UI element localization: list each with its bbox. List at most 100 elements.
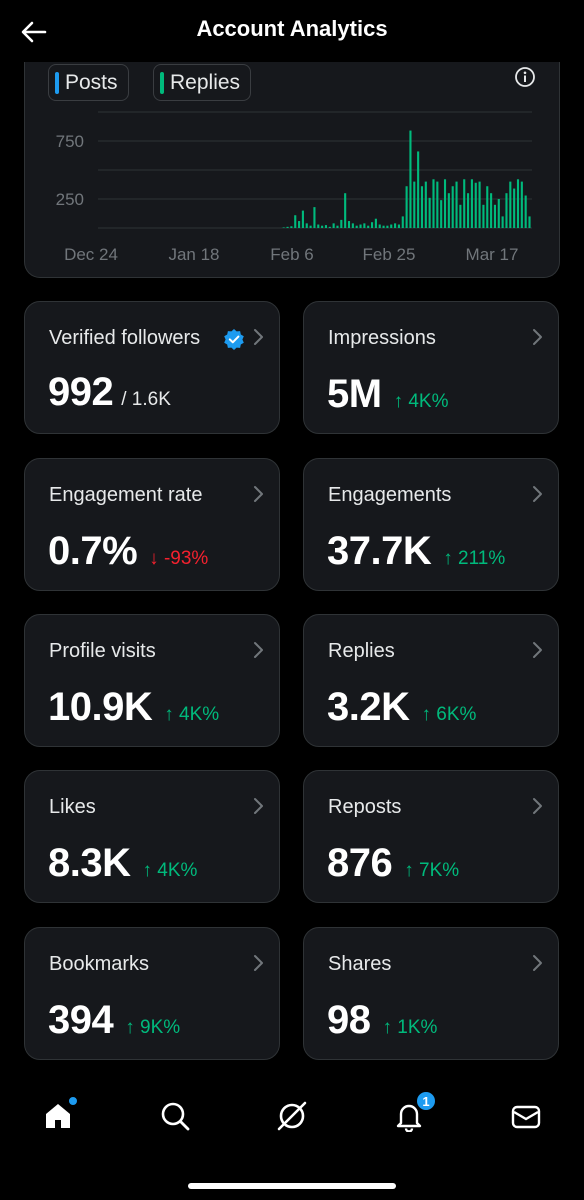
chart-bar — [524, 195, 527, 228]
chart-bar — [370, 222, 374, 228]
chart-bar — [493, 204, 496, 228]
notification-badge: 1 — [415, 1090, 437, 1112]
legend-replies-label: Replies — [170, 70, 241, 94]
chart-bar — [382, 225, 385, 228]
chart-bar — [417, 151, 420, 228]
chart-bar — [298, 221, 301, 228]
chart-bar — [378, 224, 381, 228]
metric-change: ↑ 4K% — [164, 704, 220, 725]
chart-bar — [344, 193, 347, 228]
chart-bar — [509, 181, 512, 228]
chart-bar — [474, 182, 477, 228]
metric-card-reposts[interactable]: Reposts 876 ↑ 7K% — [303, 770, 559, 903]
x-tick-label: Feb 6 — [270, 245, 313, 264]
chart-card — [24, 42, 560, 278]
bottom-nav: 1 — [0, 1080, 584, 1160]
chart-bar — [516, 179, 520, 228]
page-title: Account Analytics — [196, 16, 388, 41]
chart-bar — [367, 225, 370, 228]
legend-posts-chip[interactable]: Posts — [48, 64, 129, 101]
metric-change: ↑ 211% — [443, 548, 506, 569]
chevron-right-icon — [533, 642, 542, 658]
chart-bar — [459, 204, 462, 228]
metric-card-replies[interactable]: Replies 3.2K ↑ 6K% — [303, 614, 559, 747]
search-icon — [161, 1102, 190, 1131]
nav-search-button[interactable] — [153, 1094, 197, 1138]
chart-bar — [355, 225, 358, 228]
x-tick-label: Feb 25 — [363, 245, 416, 264]
chart-bar — [409, 130, 412, 228]
chart-bar — [340, 219, 343, 228]
bell-icon — [396, 1104, 422, 1132]
metric-card-engagement-rate[interactable]: Engagement rate 0.7% ↓ -93% — [24, 458, 280, 591]
metric-label: Replies — [328, 640, 395, 662]
chevron-right-icon — [254, 486, 263, 502]
home-icon — [46, 1104, 70, 1128]
metric-card-impressions[interactable]: Impressions 5M ↑ 4K% — [303, 301, 559, 434]
metric-card-bookmarks[interactable]: Bookmarks 394 ↑ 9K% — [24, 927, 280, 1060]
chart-bar — [497, 199, 500, 228]
metric-card-verified-followers[interactable]: Verified followers 992 / 1.6K — [24, 301, 280, 434]
chart-bar — [443, 179, 447, 228]
chart-bar — [451, 186, 454, 228]
x-tick-label: Dec 24 — [64, 245, 118, 264]
metric-card-shares[interactable]: Shares 98 ↑ 1K% — [303, 927, 559, 1060]
metric-card-likes[interactable]: Likes 8.3K ↑ 4K% — [24, 770, 280, 903]
nav-notifications-button[interactable]: 1 — [387, 1090, 437, 1138]
chart-bar — [328, 226, 331, 228]
metric-label: Verified followers — [49, 327, 201, 349]
home-indicator — [188, 1183, 396, 1189]
chart-bar — [482, 204, 485, 228]
metric-value-row: 876 ↑ 7K% — [327, 841, 459, 886]
metric-change: ↑ 4K% — [393, 391, 449, 412]
metric-label: Bookmarks — [49, 953, 150, 975]
chevron-right-icon — [254, 642, 263, 658]
chevron-right-icon — [533, 798, 542, 814]
chart-bar — [420, 186, 424, 228]
metric-value: 5M — [327, 372, 382, 416]
chart-bar — [394, 223, 397, 228]
metric-value: 394 — [48, 998, 114, 1042]
chevron-right-icon — [533, 486, 542, 502]
replies-color-swatch — [160, 71, 164, 94]
chart-bar — [317, 224, 320, 228]
chart-bar — [324, 225, 328, 228]
nav-home-button[interactable] — [36, 1094, 80, 1138]
metric-value-row: 992 / 1.6K — [48, 370, 171, 415]
metric-value-row: 394 ↑ 9K% — [48, 998, 180, 1043]
nav-messages-button[interactable] — [504, 1094, 548, 1138]
back-button[interactable] — [14, 14, 54, 50]
metric-label: Likes — [49, 796, 96, 818]
chart-bar — [336, 225, 339, 228]
metric-value-row: 8.3K ↑ 4K% — [48, 841, 197, 886]
chart-bar — [513, 188, 516, 228]
metric-label: Engagements — [328, 484, 452, 506]
metric-card-profile-visits[interactable]: Profile visits 10.9K ↑ 4K% — [24, 614, 280, 747]
metric-value-row: 37.7K ↑ 211% — [327, 529, 505, 574]
metric-value-row: 0.7% ↓ -93% — [48, 529, 208, 574]
metric-label: Engagement rate — [49, 484, 203, 506]
metric-card-engagements[interactable]: Engagements 37.7K ↑ 211% — [303, 458, 559, 591]
chart-bar — [528, 216, 531, 228]
back-arrow-icon — [21, 21, 47, 43]
mail-icon — [511, 1105, 541, 1129]
header-background — [0, 0, 584, 62]
info-icon[interactable] — [514, 66, 536, 88]
chart-bar — [405, 186, 408, 228]
header: Account Analytics — [0, 0, 584, 62]
metric-value-row: 98 ↑ 1K% — [327, 998, 437, 1043]
metric-value-row: 3.2K ↑ 6K% — [327, 685, 476, 730]
metric-value: 10.9K — [48, 685, 153, 729]
home-unread-dot — [68, 1096, 78, 1106]
chart-bar — [347, 221, 351, 228]
metric-change: ↑ 1K% — [382, 1017, 438, 1038]
chart-bar — [390, 224, 393, 228]
metric-label: Impressions — [328, 327, 436, 349]
chart-bar — [363, 223, 366, 228]
metric-value: 876 — [327, 841, 393, 885]
metric-label: Profile visits — [49, 640, 156, 662]
chart-bar — [294, 215, 297, 228]
legend-replies-chip[interactable]: Replies — [153, 64, 252, 101]
metric-change: ↑ 6K% — [421, 704, 477, 725]
nav-grok-button[interactable] — [270, 1094, 314, 1138]
